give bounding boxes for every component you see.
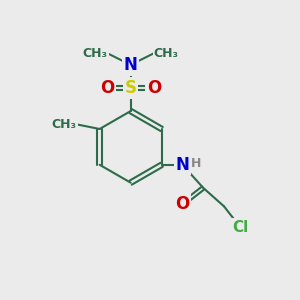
Text: CH₃: CH₃ (154, 47, 179, 60)
Text: O: O (175, 195, 190, 213)
Text: N: N (176, 156, 189, 174)
Text: CH₃: CH₃ (52, 118, 76, 131)
Text: N: N (124, 56, 138, 74)
Text: H: H (191, 157, 202, 170)
Text: O: O (100, 79, 115, 97)
Text: Cl: Cl (232, 220, 248, 235)
Text: S: S (125, 79, 137, 97)
Text: O: O (147, 79, 161, 97)
Text: CH₃: CH₃ (82, 47, 108, 60)
